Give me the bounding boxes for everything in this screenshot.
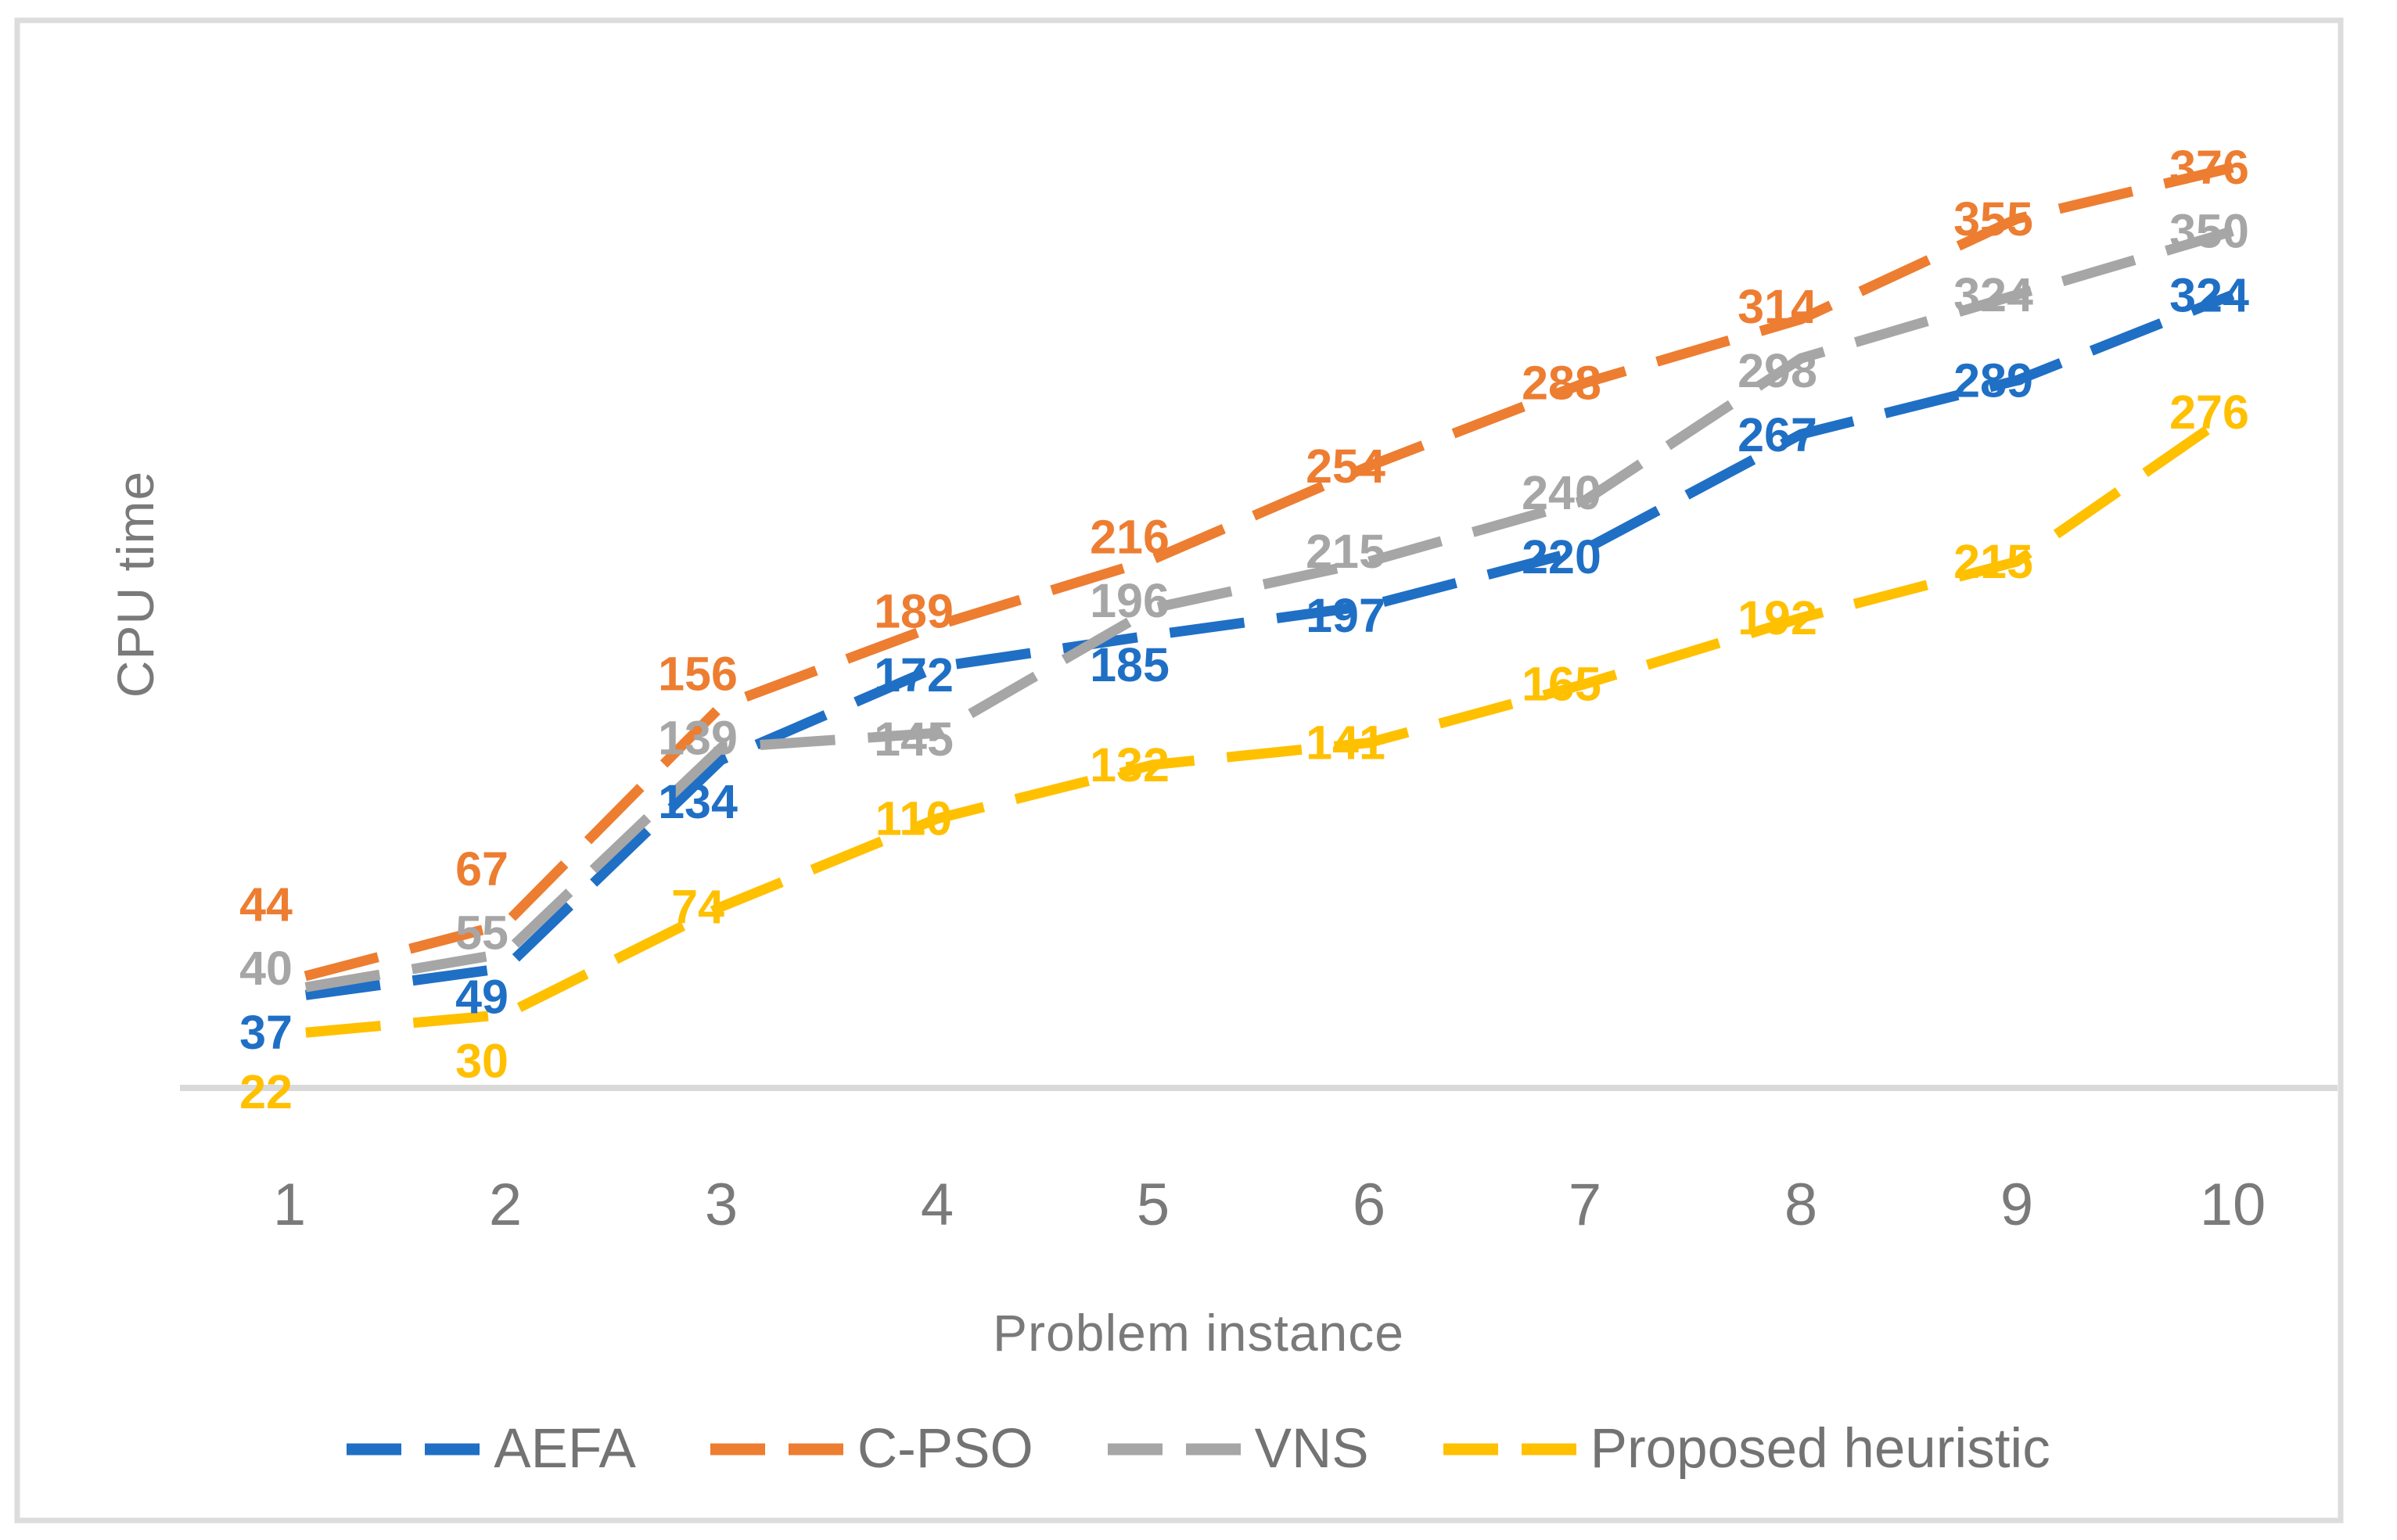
x-tick-label: 10 — [2200, 1172, 2266, 1238]
legend-label: Proposed heuristic — [1590, 1418, 2050, 1480]
legend-dash-icon — [1443, 1443, 1576, 1455]
data-label: 324 — [2169, 268, 2249, 321]
y-axis-title: CPU time — [106, 470, 164, 698]
legend-label: VNS — [1254, 1418, 1369, 1480]
data-label: 298 — [1738, 344, 1817, 397]
legend-item-aefa: AEFA — [347, 1417, 636, 1481]
data-label: 67 — [455, 842, 509, 896]
data-label: 289 — [1953, 354, 2033, 407]
x-tick-label: 7 — [1569, 1172, 1601, 1238]
data-label: 196 — [1090, 574, 1170, 627]
data-label: 30 — [455, 1034, 509, 1087]
series-line-aefa — [289, 289, 2235, 1003]
figure-border — [14, 17, 2344, 1524]
data-label: 40 — [239, 942, 293, 995]
legend-item-proposed-heuristic: Proposed heuristic — [1443, 1417, 2050, 1481]
data-label: 192 — [1738, 591, 1817, 644]
data-label: 44 — [239, 878, 293, 931]
data-label: 74 — [671, 880, 724, 933]
data-label: 141 — [1306, 716, 1385, 770]
data-label: 134 — [658, 775, 738, 828]
legend-item-vns: VNS — [1107, 1417, 1369, 1481]
data-label: 110 — [875, 792, 952, 845]
x-tick-label: 6 — [1353, 1172, 1385, 1238]
data-label: 156 — [658, 648, 738, 701]
x-axis-title: Problem instance — [993, 1304, 1404, 1362]
x-tick-label: 2 — [489, 1172, 522, 1238]
data-label: 216 — [1090, 510, 1170, 563]
data-label: 350 — [2169, 204, 2249, 257]
data-label: 132 — [1090, 738, 1170, 792]
legend-label: C-PSO — [857, 1418, 1033, 1480]
legend-label: AEFA — [494, 1418, 636, 1480]
x-tick-label: 8 — [1784, 1172, 1817, 1238]
data-label: 172 — [874, 648, 954, 702]
data-label: 267 — [1738, 408, 1817, 461]
data-label: 37 — [239, 1006, 293, 1059]
x-tick-label: 4 — [921, 1172, 954, 1238]
data-label: 55 — [455, 906, 509, 960]
legend-item-c-pso: C-PSO — [710, 1417, 1033, 1481]
data-label: 49 — [455, 971, 509, 1024]
x-tick-label: 9 — [2000, 1172, 2033, 1238]
legend-dash-icon — [347, 1443, 480, 1455]
data-label: 215 — [1306, 525, 1385, 578]
data-label: 276 — [2169, 386, 2249, 439]
data-label: 220 — [1522, 530, 1601, 583]
series-line-vns — [288, 226, 2234, 996]
data-label: 139 — [658, 712, 738, 765]
x-tick-label: 1 — [273, 1172, 306, 1238]
x-tick-label: 5 — [1137, 1172, 1170, 1238]
data-label: 185 — [1090, 638, 1170, 691]
data-label: 145 — [874, 713, 954, 766]
data-label: 215 — [1953, 535, 2033, 588]
data-label: 165 — [1522, 658, 1601, 711]
x-tick-label: 3 — [705, 1172, 738, 1238]
legend-dash-icon — [710, 1443, 843, 1455]
data-label: 254 — [1306, 440, 1385, 493]
legend-dash-icon — [1107, 1443, 1241, 1455]
data-label: 240 — [1522, 466, 1601, 519]
data-label: 189 — [874, 584, 954, 637]
data-label: 355 — [1953, 192, 2033, 246]
data-label: 314 — [1738, 280, 1817, 333]
data-label: 376 — [2169, 141, 2249, 194]
data-label: 197 — [1306, 589, 1385, 642]
chart-legend: AEFA C-PSO VNS Proposed heuristic — [0, 1417, 2397, 1481]
series-line-c-pso — [288, 162, 2234, 985]
data-label: 22 — [239, 1065, 293, 1118]
data-label: 288 — [1522, 357, 1601, 410]
series-line-proposed-heuristic — [289, 407, 2236, 1039]
data-label: 324 — [1953, 268, 2033, 321]
